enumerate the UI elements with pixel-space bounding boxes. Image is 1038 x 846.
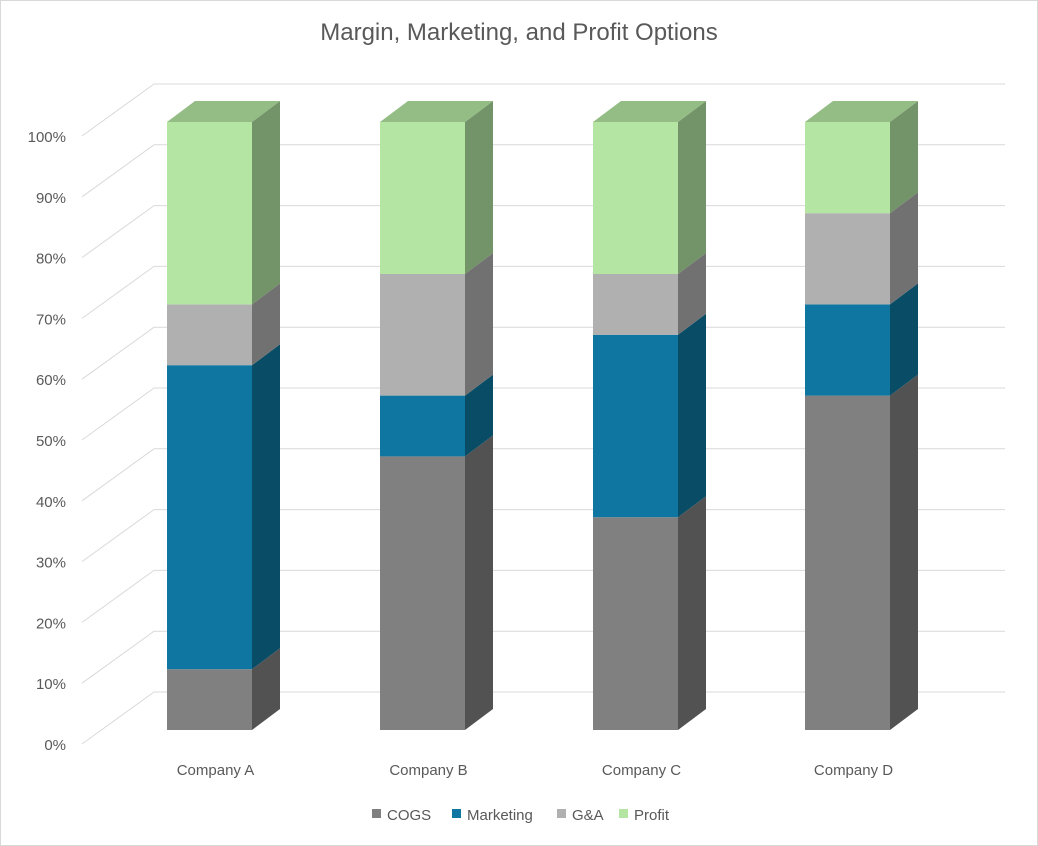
bar-segment-cogs: [380, 456, 465, 730]
legend-label: COGS: [387, 807, 431, 824]
y-tick-label: 70%: [36, 311, 66, 328]
gridline-depth: [81, 630, 155, 684]
y-tick-label: 80%: [36, 251, 66, 268]
bar-segment-profit: [167, 122, 252, 305]
bar-segment-profit: [593, 122, 678, 274]
y-tick-label: 10%: [36, 676, 66, 693]
bar-segment-profit: [805, 122, 890, 214]
gridline-depth: [81, 205, 155, 259]
bar-side-marketing: [890, 283, 918, 396]
bar-segment-profit: [380, 122, 465, 274]
bar-segment-ga: [593, 274, 678, 335]
chart-title: Margin, Marketing, and Profit Options: [320, 19, 718, 46]
bar-segment-marketing: [167, 365, 252, 670]
bar-segment-ga: [380, 274, 465, 396]
legend-swatch: [557, 809, 566, 818]
legend-label: Marketing: [467, 807, 533, 824]
x-category-label: Company D: [814, 762, 893, 779]
bar-side-marketing: [465, 374, 493, 457]
legend-label: Profit: [634, 807, 670, 824]
x-category-label: Company C: [602, 762, 681, 779]
bar-segment-marketing: [593, 334, 678, 518]
gridline-depth: [81, 83, 155, 137]
bar-side-profit: [465, 101, 493, 274]
y-tick-label: 100%: [28, 129, 66, 146]
bar-segment-cogs: [593, 517, 678, 730]
y-tick-label: 30%: [36, 555, 66, 572]
y-tick-label: 60%: [36, 372, 66, 389]
y-tick-label: 20%: [36, 615, 66, 632]
gridline-depth: [81, 265, 155, 319]
y-tick-label: 40%: [36, 494, 66, 511]
bar-side-ga: [890, 192, 918, 305]
y-tick-label: 50%: [36, 433, 66, 450]
x-category-label: Company A: [177, 762, 255, 779]
bar-top: [167, 101, 280, 122]
legend-swatch: [619, 809, 628, 818]
bar-side-marketing: [678, 313, 706, 518]
bar-segment-cogs: [805, 395, 890, 730]
bar-side-marketing: [252, 344, 280, 670]
gridline-depth: [81, 691, 155, 745]
bar-side-cogs: [678, 496, 706, 730]
bar-side-ga: [678, 253, 706, 335]
bar-top: [380, 101, 493, 122]
y-tick-label: 90%: [36, 190, 66, 207]
legend-swatch: [372, 809, 381, 818]
bar-segment-cogs: [167, 669, 252, 730]
gridline-depth: [81, 569, 155, 623]
bar-side-cogs: [252, 648, 280, 730]
bar-side-profit: [890, 101, 918, 214]
bar-side-cogs: [465, 435, 493, 730]
bar-side-ga: [252, 283, 280, 366]
bar-side-cogs: [890, 374, 918, 730]
bar-side-ga: [465, 253, 493, 396]
legend-label: G&A: [572, 807, 604, 824]
bar-top: [593, 101, 706, 122]
bar-top: [805, 101, 918, 122]
bar-segment-marketing: [380, 395, 465, 457]
bar-side-profit: [252, 101, 280, 305]
legend-swatch: [452, 809, 461, 818]
y-tick-label: 0%: [44, 737, 66, 754]
gridline-depth: [81, 144, 155, 198]
bar-segment-ga: [805, 213, 890, 305]
bar-segment-marketing: [805, 304, 890, 396]
gridline-depth: [81, 509, 155, 563]
bar-segment-ga: [167, 304, 252, 366]
gridline-depth: [81, 448, 155, 502]
gridline-depth: [81, 326, 155, 380]
x-category-label: Company B: [389, 762, 467, 779]
gridline-depth: [81, 387, 155, 441]
bar-side-profit: [678, 101, 706, 274]
